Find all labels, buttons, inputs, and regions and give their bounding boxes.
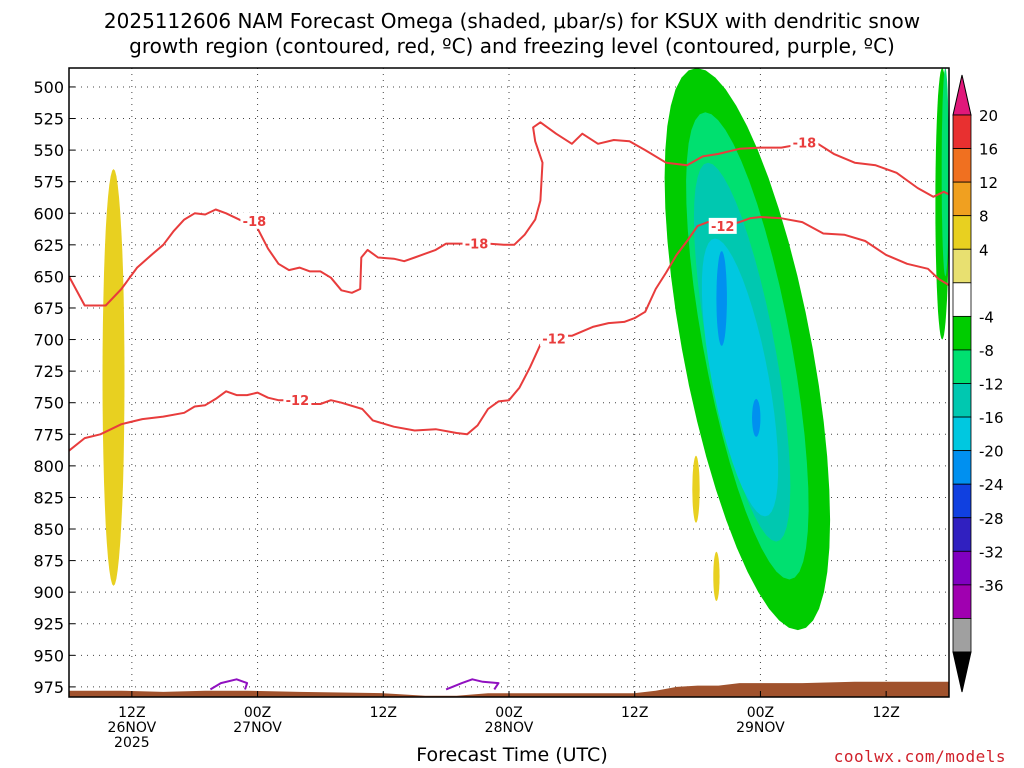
colorbar-label: -24 — [979, 476, 1004, 494]
y-tick-label: 725 — [33, 362, 64, 381]
colorbar-bin — [952, 248, 972, 284]
y-tick-label: 500 — [33, 78, 64, 97]
contour-label-bg — [540, 330, 569, 347]
colorbar-label: -16 — [979, 409, 1004, 427]
x-tick-label: 00Z — [495, 705, 522, 721]
dgz-contour-line — [69, 121, 949, 307]
colorbar-label: -36 — [979, 577, 1004, 595]
x-tick-label: 12Z — [872, 705, 899, 721]
colorbar-bin — [952, 148, 972, 183]
y-tick-label: 950 — [33, 646, 64, 665]
colorbar-bin — [952, 450, 972, 485]
colorbar-bin — [952, 618, 972, 653]
colorbar-bin — [952, 114, 972, 149]
terrain-fill — [69, 681, 949, 697]
colorbar-bin — [952, 383, 972, 418]
temperature-contours — [69, 121, 949, 691]
x-tick-label: 12Z — [621, 705, 648, 721]
chart-title-line2: growth region (contoured, red, ºC) and f… — [129, 34, 895, 58]
x-axis-title: Forecast Time (UTC) — [416, 744, 608, 766]
contour-label-bg — [283, 392, 312, 409]
credit-text: coolwx.com/models — [833, 747, 1006, 766]
x-tick-label: 00Z — [747, 705, 774, 721]
colorbar-label: 8 — [979, 208, 989, 226]
omega-region — [102, 169, 125, 586]
y-tick-label: 975 — [33, 678, 64, 697]
omega-region — [941, 68, 949, 277]
colorbar: 20 16 12 8 4 -4 -8 -12 -16 -20 -24 -28 -32 -36 — [952, 74, 1004, 693]
omega-shading — [102, 68, 949, 631]
colorbar-label: 16 — [979, 141, 998, 159]
y-axis: 500 525 550 575 600 625 650 675 700 725 750 775 800 8… — [33, 78, 75, 697]
x-tick-label: 12Z — [370, 705, 397, 721]
colorbar-label: -4 — [979, 308, 994, 326]
colorbar-label: -28 — [979, 510, 1004, 528]
contour-labels: -18 -18 -18 -12 -12 -12 — [240, 134, 819, 409]
freezing-level-contour-line — [209, 678, 249, 691]
colorbar-bin — [952, 181, 972, 217]
contour-label-bg — [240, 212, 269, 229]
x-tick-label: 2025 — [114, 735, 150, 751]
colorbar-bin — [952, 282, 972, 317]
contour-label: -18 — [465, 238, 489, 253]
y-tick-label: 775 — [33, 425, 64, 444]
omega-region — [692, 455, 700, 523]
y-tick-label: 525 — [33, 110, 64, 129]
y-tick-label: 650 — [33, 267, 64, 286]
colorbar-bin — [952, 315, 972, 351]
freezing-level-contour-line — [445, 678, 500, 691]
x-tick-label: 26NOV — [108, 720, 157, 736]
y-tick-label: 875 — [33, 552, 64, 571]
y-tick-label: 625 — [33, 236, 64, 255]
y-tick-label: 900 — [33, 583, 64, 602]
omega-region — [752, 398, 761, 437]
colorbar-label: -32 — [979, 543, 1004, 561]
contour-label: -12 — [711, 220, 735, 235]
contour-label-bg — [708, 217, 737, 234]
y-tick-label: 750 — [33, 394, 64, 413]
colorbar-bin — [952, 416, 972, 452]
contour-label: -18 — [243, 215, 267, 230]
y-tick-label: 700 — [33, 331, 64, 350]
colorbar-bin — [952, 550, 972, 586]
y-tick-label: 925 — [33, 615, 64, 634]
colorbar-bin — [952, 584, 972, 619]
contour-label: -12 — [542, 332, 566, 347]
chart-title-line1: 2025112606 NAM Forecast Omega (shaded, μ… — [103, 9, 921, 33]
y-tick-label: 550 — [33, 141, 64, 160]
colorbar-bin — [952, 483, 972, 519]
colorbar-top-arrow — [952, 74, 972, 116]
colorbar-label: -8 — [979, 342, 994, 360]
contour-label-bg — [462, 235, 491, 252]
colorbar-bin — [952, 349, 972, 384]
colorbar-bin — [952, 517, 972, 552]
terrain-area — [69, 681, 949, 697]
y-tick-label: 825 — [33, 488, 64, 507]
x-tick-label: 00Z — [244, 705, 271, 721]
colorbar-label: 20 — [979, 107, 998, 125]
contour-label: -12 — [286, 394, 310, 409]
colorbar-bottom-arrow — [952, 651, 972, 693]
contour-label-bg — [790, 134, 819, 151]
x-tick-label: 28NOV — [485, 720, 534, 736]
colorbar-label: 4 — [979, 241, 989, 259]
x-tick-label: 27NOV — [233, 720, 282, 736]
omega-region — [713, 551, 720, 601]
colorbar-label: 12 — [979, 174, 998, 192]
y-tick-label: 800 — [33, 457, 64, 476]
x-tick-label: 29NOV — [736, 720, 785, 736]
colorbar-label: -12 — [979, 376, 1004, 394]
y-tick-label: 575 — [33, 173, 64, 192]
colorbar-label: -20 — [979, 443, 1004, 461]
contour-label: -18 — [793, 137, 817, 152]
omega-region — [716, 251, 727, 346]
y-tick-label: 675 — [33, 299, 64, 318]
x-tick-label: 12Z — [118, 705, 145, 721]
y-tick-label: 850 — [33, 520, 64, 539]
dgz-contour-line — [69, 216, 949, 452]
colorbar-bin — [952, 215, 972, 250]
y-tick-label: 600 — [33, 204, 64, 223]
